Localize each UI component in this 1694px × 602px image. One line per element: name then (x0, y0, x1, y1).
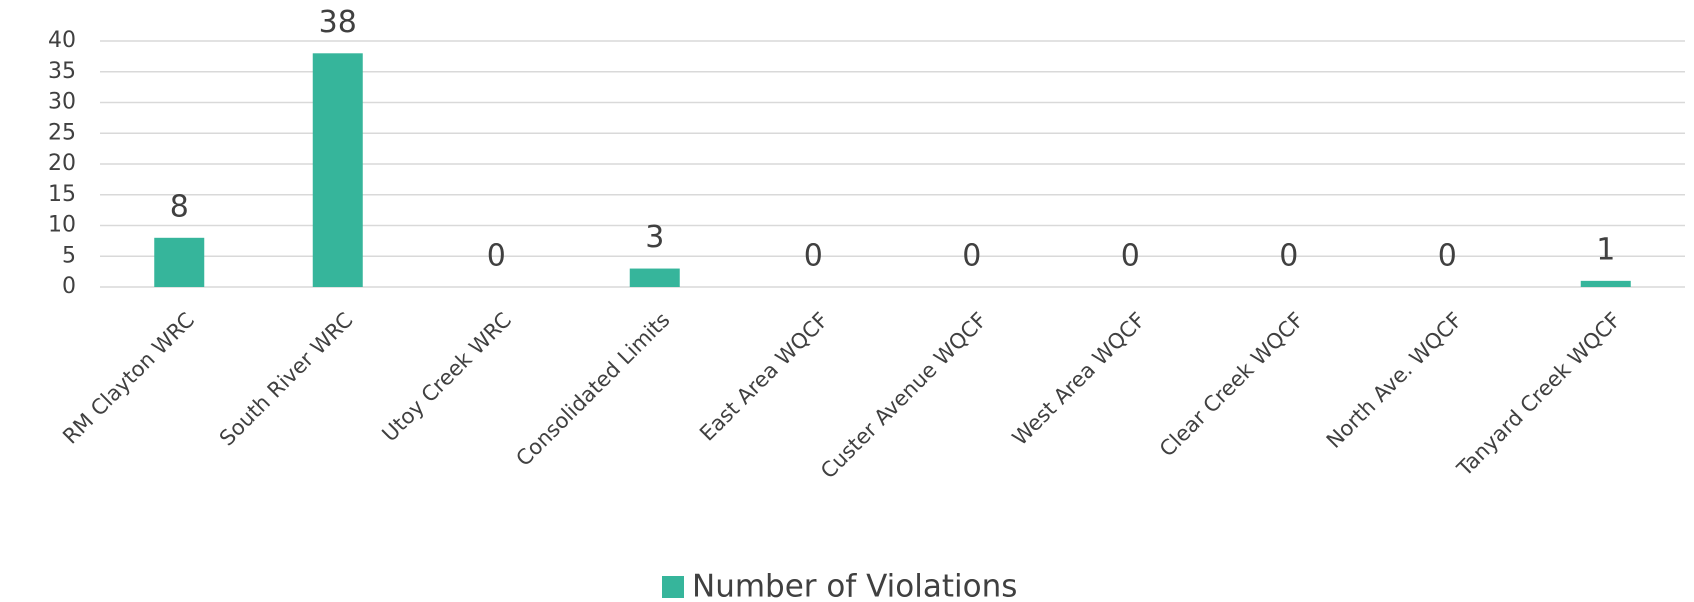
x-tick-label: RM Clayton WRC (58, 308, 199, 449)
y-tick-label: 40 (48, 28, 76, 53)
x-tick-label: Clear Creek WQCF (1155, 308, 1309, 462)
x-tick-label: Custer Avenue WQCF (816, 308, 991, 483)
value-label: 3 (645, 220, 664, 255)
value-label: 0 (1279, 239, 1298, 274)
bar (312, 53, 363, 287)
y-tick-label: 10 (48, 213, 76, 238)
value-label: 0 (487, 239, 506, 274)
x-tick-label: Utoy Creek WRC (377, 308, 516, 447)
value-label: 1 (1596, 232, 1615, 267)
legend-label: Number of Violations (692, 569, 1017, 602)
value-label: 0 (804, 239, 823, 274)
x-tick-label: South River WRC (215, 308, 358, 451)
x-tick-label: Tanyard Creek WQCF (1452, 308, 1626, 482)
y-tick-label: 0 (62, 274, 76, 299)
y-tick-label: 30 (48, 90, 76, 115)
y-tick-label: 15 (48, 182, 76, 207)
value-label: 0 (1438, 239, 1457, 274)
x-tick-label: North Ave. WQCF (1322, 308, 1467, 453)
y-tick-label: 25 (48, 120, 76, 145)
x-tick-label: East Area WQCF (695, 308, 833, 446)
bar (1580, 280, 1631, 287)
bar (629, 268, 680, 287)
legend-swatch (662, 576, 684, 598)
y-tick-label: 20 (48, 151, 76, 176)
y-tick-label: 5 (62, 243, 76, 268)
value-label: 38 (319, 5, 357, 40)
value-label: 8 (170, 189, 189, 224)
x-tick-label: Consolidated Limits (511, 308, 674, 471)
value-label: 0 (1121, 239, 1140, 274)
x-tick-label: West Area WQCF (1008, 308, 1150, 450)
y-tick-label: 35 (48, 59, 76, 84)
bar (154, 237, 205, 287)
value-label: 0 (962, 239, 981, 274)
